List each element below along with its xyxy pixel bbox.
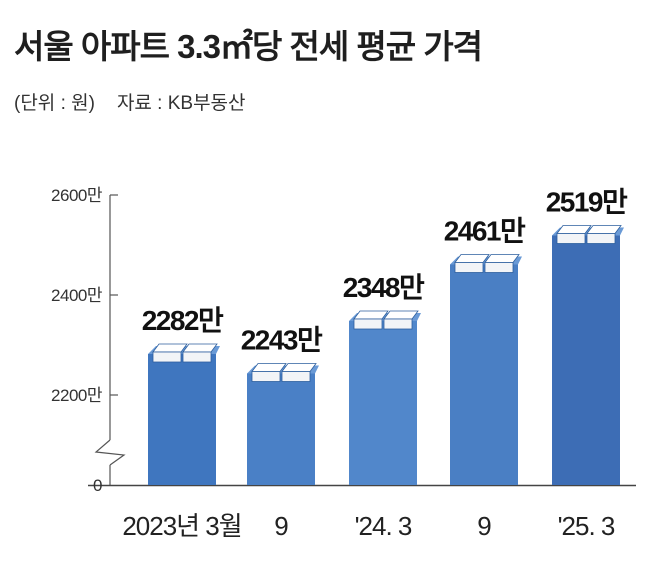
money-bundle-side [353, 318, 383, 330]
money-bundle-side [182, 351, 212, 363]
axis-break-mark [94, 439, 126, 466]
money-bundle-side [281, 371, 311, 382]
money-bundle-icon [556, 225, 592, 234]
bar [450, 264, 518, 485]
x-tick-label: '25. 3 [558, 511, 615, 541]
money-bundle-icon [182, 343, 218, 353]
x-tick-label: 9 [274, 511, 288, 541]
bar [148, 354, 216, 485]
money-bundle-side [383, 318, 413, 330]
money-bundle-side [152, 351, 182, 363]
y-tick-label: 2200만 [51, 386, 103, 405]
bar [247, 373, 315, 485]
x-tick-label: 2023년 3월 [122, 511, 241, 541]
money-bundle-icon [484, 254, 520, 263]
money-bundle-side [251, 371, 281, 382]
bar-value-label: 2519만 [546, 187, 628, 218]
money-bundle-icon [454, 254, 490, 263]
money-bundle-side [454, 262, 484, 273]
bar-value-label: 2243만 [241, 325, 323, 356]
bar-value-label: 2461만 [444, 216, 526, 247]
money-bundle-icon [152, 343, 188, 353]
money-bundle-side [586, 233, 616, 244]
y-tick-label: 2600만 [51, 186, 103, 205]
money-bundle-icon [353, 310, 389, 320]
bar-value-label: 2282만 [142, 305, 224, 336]
x-tick-label: '24. 3 [355, 511, 412, 541]
bar [552, 235, 620, 485]
money-bundle-side [484, 262, 514, 273]
x-tick-label: 9 [477, 511, 491, 541]
chart-title: 서울 아파트 3.3㎡당 전세 평균 가격 [14, 28, 483, 65]
money-bundle-icon [251, 363, 287, 372]
money-bundle-side [556, 233, 586, 244]
bar-value-label: 2348만 [343, 272, 425, 303]
y-tick-label: 2400만 [51, 286, 103, 305]
bar [349, 321, 417, 485]
money-bundle-icon [383, 310, 419, 320]
source-note: 자료 : KB부동산 [116, 93, 246, 114]
unit-note: (단위 : 원) [14, 93, 95, 114]
money-bundle-icon [586, 225, 622, 234]
money-bundle-icon [281, 363, 317, 372]
y-tick-label: 0 [93, 476, 102, 495]
chart-subtitle: (단위 : 원) 자료 : KB부동산 [14, 88, 246, 115]
